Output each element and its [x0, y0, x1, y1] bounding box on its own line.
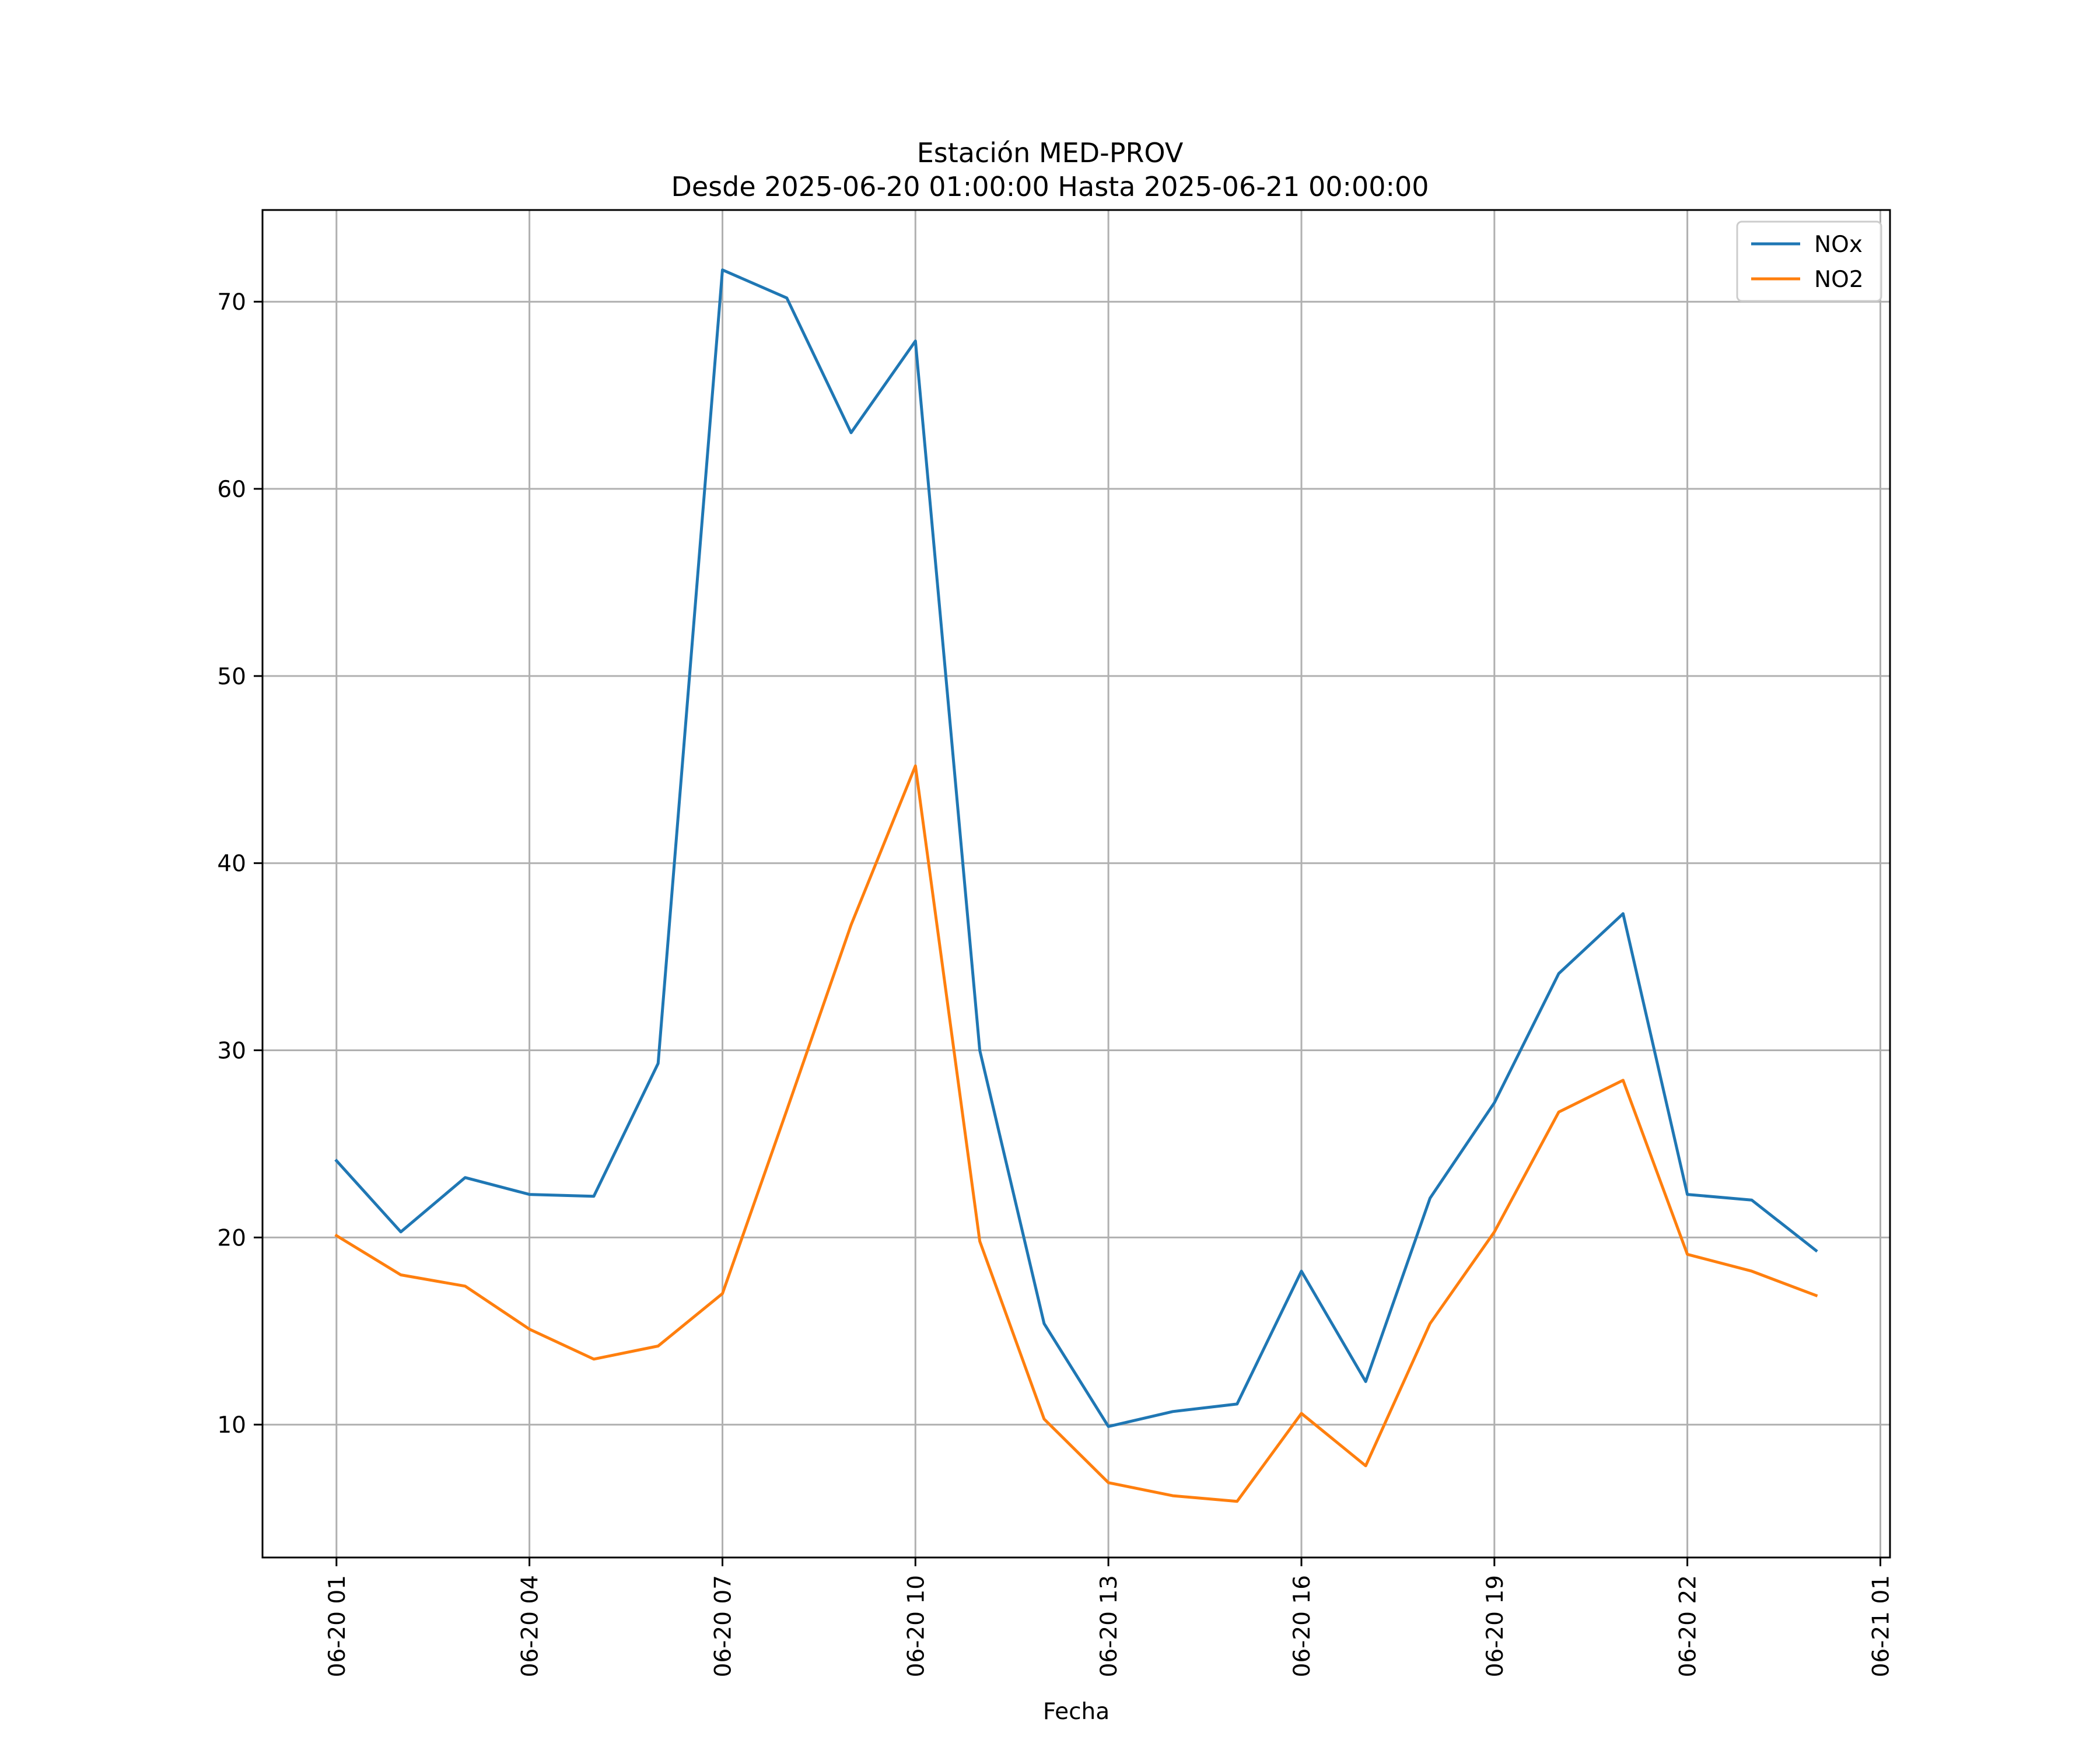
series-line-nox	[334, 268, 1818, 1428]
series-line-no2	[334, 764, 1818, 1503]
x-tick-label: 06-20 22	[1675, 1575, 1702, 1677]
x-tick-label: 06-20 16	[1289, 1575, 1315, 1677]
legend: NOx NO2	[1736, 220, 1882, 302]
grid-lines	[262, 210, 1890, 1558]
x-tick-label: 06-20 04	[517, 1575, 544, 1677]
x-tick-label: 06-21 01	[1868, 1575, 1895, 1677]
x-axis-ticks: 06-20 01 06-20 04 06-20 07 06-20 10 06-20 13…	[324, 1558, 1895, 1677]
y-tick-label: 20	[217, 1225, 246, 1251]
chart-subtitle: Desde 2025-06-20 01:00:00 Hasta 2025-06-…	[671, 171, 1429, 202]
y-tick-label: 30	[217, 1038, 246, 1065]
x-axis-label: Fecha	[1043, 1699, 1110, 1725]
x-tick-label: 06-20 01	[324, 1575, 351, 1677]
plot-frame	[261, 209, 1891, 1559]
x-tick-label: 06-20 07	[710, 1575, 737, 1677]
y-tick-label: 40	[217, 851, 246, 877]
y-tick-label: 60	[217, 477, 246, 503]
series-lines	[334, 268, 1818, 1503]
legend-label-no2: NO2	[1814, 267, 1864, 293]
y-tick-label: 70	[217, 289, 246, 316]
x-tick-label: 06-20 10	[903, 1575, 929, 1677]
y-tick-label: 50	[217, 664, 246, 690]
chart-title: Estación MED-PROV	[917, 137, 1184, 169]
y-tick-label: 10	[217, 1412, 246, 1438]
y-axis-ticks: 10 20 30 40 50 60 70	[217, 289, 262, 1438]
legend-box	[1736, 220, 1882, 302]
x-tick-label: 06-20 13	[1096, 1575, 1122, 1677]
x-tick-label: 06-20 19	[1482, 1575, 1508, 1677]
legend-label-nox: NOx	[1814, 232, 1863, 258]
